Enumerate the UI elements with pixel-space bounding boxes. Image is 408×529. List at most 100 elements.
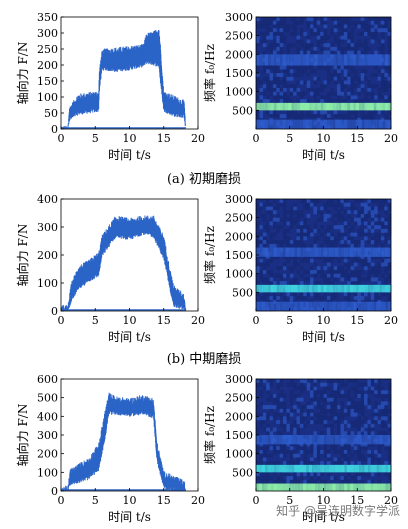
spectrogram-cell: [326, 277, 331, 282]
spectrogram-cell: [259, 236, 264, 241]
spectrogram-cell: [310, 43, 314, 48]
spectrogram-cell: [259, 87, 264, 92]
spectrogram-cell: [357, 401, 361, 406]
y-tick-label: 2500: [225, 392, 253, 405]
spectrogram-cell: [370, 110, 375, 115]
spectrogram-band-2: [323, 247, 327, 257]
spectrogram-cell: [256, 87, 260, 92]
spectrogram-cell: [256, 17, 260, 22]
spectrogram-cell: [313, 393, 318, 398]
spectrogram-cell: [370, 217, 375, 222]
spectrogram-cell: [283, 76, 287, 81]
spectrogram-cell: [316, 449, 321, 454]
y-tick-label: 2500: [225, 212, 253, 225]
spectrogram-cell: [384, 416, 388, 421]
spectrogram-cell: [347, 408, 351, 413]
spectrogram-cell: [266, 258, 270, 263]
spectrogram-cell: [289, 240, 294, 245]
spectrogram-band-0: [285, 483, 289, 491]
spectrogram-band-2: [302, 54, 307, 66]
spectrogram-cell: [370, 379, 375, 384]
spectrogram-band-0: [332, 483, 336, 491]
spectrogram-cell: [266, 20, 270, 25]
spectrogram-cell: [374, 273, 378, 278]
spectrogram-cell: [276, 84, 280, 89]
spectrogram-cell: [310, 397, 314, 402]
x-tick-label: 15: [350, 314, 364, 327]
spectrogram-cell: [320, 472, 324, 477]
spectrogram-cell: [337, 95, 341, 100]
spectrogram-band-2: [297, 435, 301, 445]
spectrogram-cell: [262, 457, 267, 462]
spectrogram-cell: [310, 199, 314, 204]
spectrogram-cell: [303, 46, 307, 51]
spectrogram-cell: [323, 258, 328, 263]
spectrogram-cell: [256, 43, 260, 48]
a-spectrogram-panel: [255, 16, 392, 130]
spectrogram-cell: [357, 213, 361, 218]
spectrogram-cell: [384, 401, 388, 406]
spectrogram-cell: [387, 225, 392, 230]
spectrogram-cell: [313, 210, 318, 215]
spectrogram-cell: [360, 479, 365, 484]
x-tick-label: 20: [384, 494, 398, 507]
spectrogram-cell: [340, 240, 345, 245]
spectrogram-cell: [337, 213, 341, 218]
spectrogram-cell: [259, 243, 264, 248]
spectrogram-cell: [316, 39, 321, 44]
spectrogram-cell: [350, 80, 355, 85]
spectrogram-cell: [353, 210, 358, 215]
spectrogram-cell: [387, 217, 392, 222]
spectrogram-cell: [370, 31, 375, 36]
spectrogram-band-0: [305, 483, 310, 491]
spectrogram-band-2: [332, 435, 336, 445]
spectrogram-cell: [330, 46, 334, 51]
spectrogram-cell: [323, 217, 328, 222]
spectrogram-cell: [330, 50, 334, 55]
spectrogram-cell: [364, 423, 368, 428]
spectrogram-cell: [367, 213, 372, 218]
spectrogram-cell: [326, 243, 331, 248]
spectrogram-cell: [289, 243, 294, 248]
spectrogram-cell: [296, 479, 301, 484]
spectrogram-band-0: [349, 483, 354, 491]
spectrogram-band-1: [323, 464, 327, 473]
spectrogram-cell: [370, 221, 375, 226]
spectrogram-cell: [387, 446, 392, 451]
spectrogram-cell: [286, 408, 291, 413]
spectrogram-band-1: [258, 284, 263, 293]
c-spectrogram-panel: [255, 378, 392, 492]
spectrogram-cell: [306, 292, 311, 297]
spectrogram-cell: [347, 221, 351, 226]
spectrogram-cell: [306, 213, 311, 218]
spectrogram-band-0: [302, 301, 307, 311]
spectrogram-cell: [340, 266, 345, 271]
spectrogram-cell: [286, 228, 291, 233]
spectrogram-cell: [370, 206, 375, 211]
spectrogram-cell: [269, 296, 274, 301]
spectrogram-cell: [357, 457, 361, 462]
spectrogram-band-2: [379, 54, 383, 66]
spectrogram-cell: [269, 17, 274, 22]
spectrogram-cell: [377, 296, 382, 301]
spectrogram-band-0: [256, 483, 260, 491]
spectrogram-cell: [272, 84, 277, 89]
spectrogram-cell: [293, 110, 297, 115]
spectrogram-cell: [283, 408, 287, 413]
spectrogram-cell: [347, 479, 351, 484]
spectrogram-cell: [337, 427, 341, 432]
spectrogram-cell: [272, 401, 277, 406]
spectrogram-cell: [333, 273, 338, 278]
spectrogram-cell: [259, 225, 264, 230]
spectrogram-cell: [357, 240, 361, 245]
spectrogram-band-1: [261, 464, 266, 473]
spectrogram-cell: [269, 453, 274, 458]
spectrogram-cell: [357, 296, 361, 301]
spectrogram-band-2: [338, 247, 342, 257]
spectrogram-cell: [266, 423, 270, 428]
spectrogram-cell: [347, 20, 351, 25]
spectrogram-cell: [266, 95, 270, 100]
spectrogram-band-2: [361, 247, 365, 257]
spectrogram-band-0: [349, 119, 354, 129]
spectrogram-cell: [337, 393, 341, 398]
